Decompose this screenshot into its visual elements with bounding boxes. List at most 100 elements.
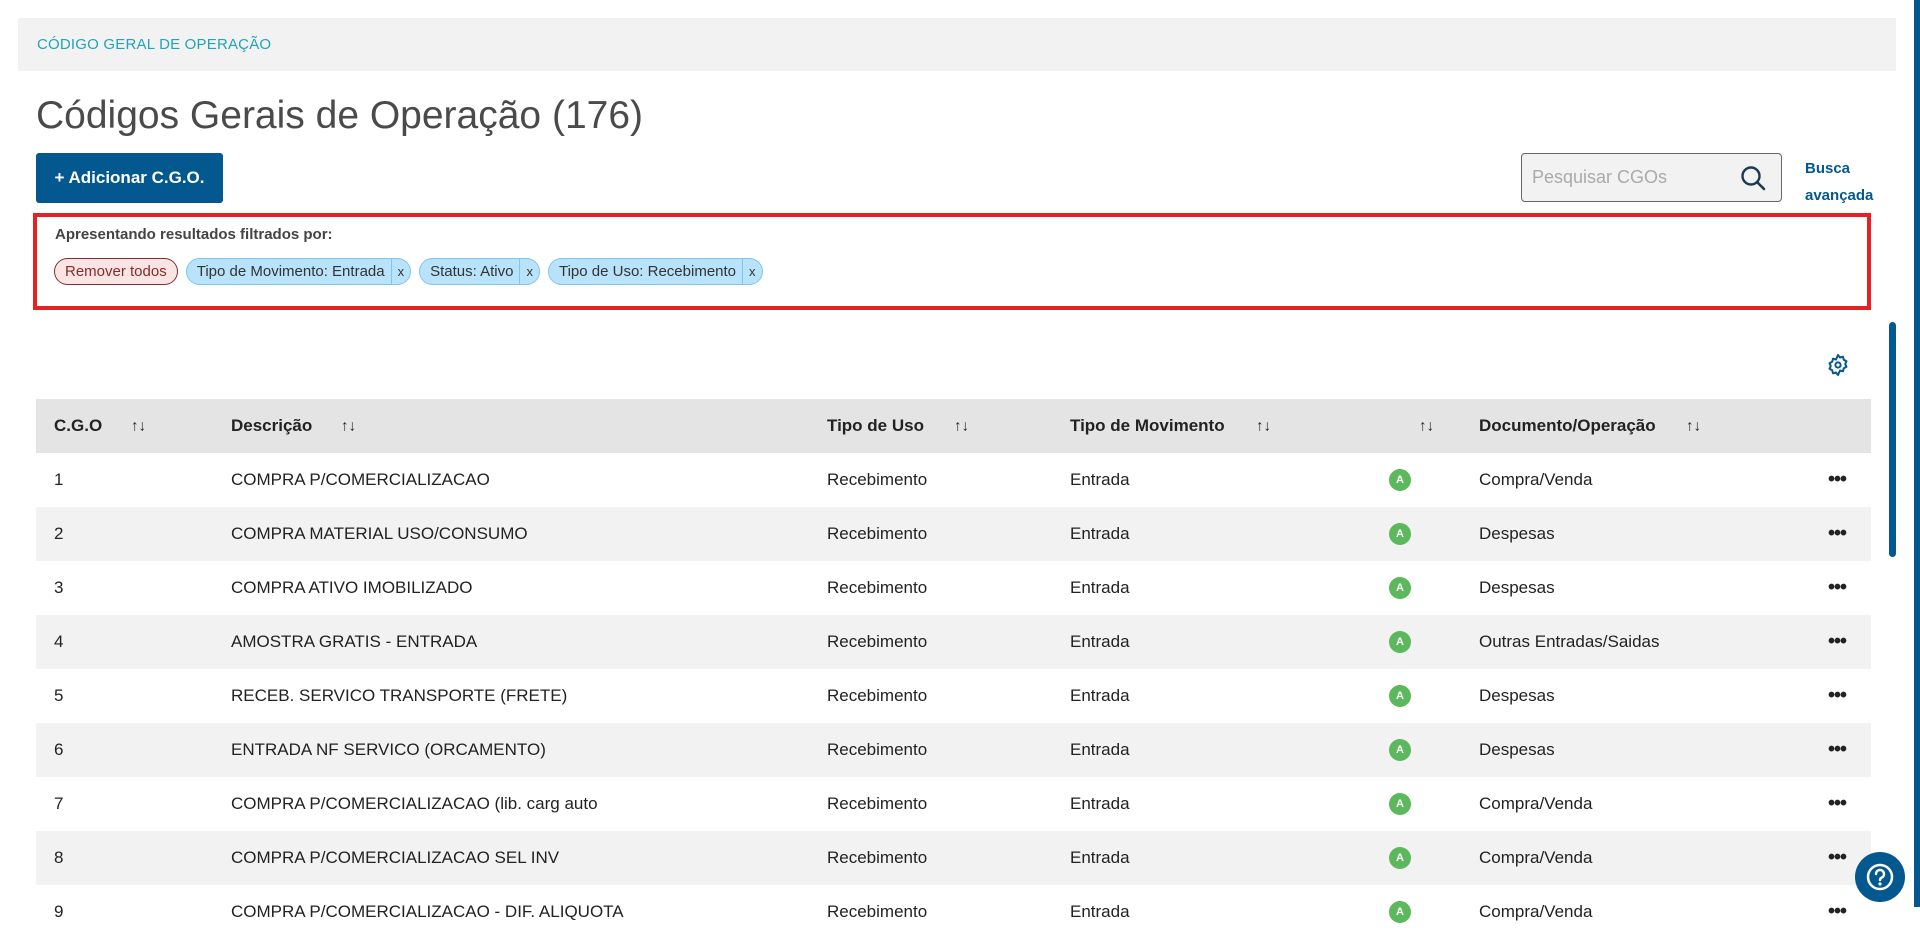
status-badge: A	[1389, 793, 1411, 815]
cell-documento-operacao: Despesas	[1479, 578, 1555, 597]
cell-cgo: 7	[54, 794, 64, 813]
col-tipo-movimento[interactable]: Tipo de Movimento	[1070, 416, 1225, 435]
col-cgo[interactable]: C.G.O	[54, 416, 103, 435]
cell-tipo-uso: Recebimento	[827, 902, 928, 921]
search-icon[interactable]	[1739, 164, 1767, 192]
cell-cgo: 4	[54, 632, 64, 651]
cell-documento-operacao: Compra/Venda	[1479, 848, 1593, 867]
sort-icon-status[interactable]: ↑↓	[1419, 417, 1434, 435]
status-badge: A	[1389, 685, 1411, 707]
more-options-icon[interactable]: •••	[1828, 738, 1847, 761]
table-row[interactable]: 9 COMPRA P/COMERCIALIZACAO - DIF. ALIQUOT…	[36, 885, 1871, 939]
table-row[interactable]: 6 ENTRADA NF SERVICO (ORCAMENTO) Recebimen…	[36, 723, 1871, 777]
more-options-icon[interactable]: •••	[1828, 630, 1847, 653]
more-options-icon[interactable]: •••	[1828, 900, 1847, 923]
cell-tipo-movimento: Entrada	[1070, 686, 1130, 705]
cell-cgo: 1	[54, 470, 64, 489]
filter-chip-tipo-movimento: Tipo de Movimento: Entrada x	[185, 258, 412, 285]
cell-tipo-uso: Recebimento	[827, 848, 928, 867]
breadcrumb[interactable]: CÓDIGO GERAL DE OPERAÇÃO	[37, 36, 272, 53]
cell-tipo-uso: Recebimento	[827, 578, 928, 597]
cell-documento-operacao: Outras Entradas/Saidas	[1479, 632, 1660, 651]
more-options-icon[interactable]: •••	[1828, 576, 1847, 599]
more-options-icon[interactable]: •••	[1828, 846, 1847, 869]
cell-documento-operacao: Despesas	[1479, 686, 1555, 705]
gear-icon[interactable]	[1826, 353, 1850, 377]
cell-descricao: COMPRA MATERIAL USO/CONSUMO	[231, 524, 528, 543]
sort-icon[interactable]: ↑↓	[1686, 417, 1701, 435]
close-icon[interactable]: x	[390, 259, 411, 284]
more-options-icon[interactable]: •••	[1828, 468, 1847, 491]
cell-tipo-uso: Recebimento	[827, 632, 928, 651]
cell-descricao: ENTRADA NF SERVICO (ORCAMENTO)	[231, 740, 546, 759]
col-documento-operacao[interactable]: Documento/Operação	[1479, 416, 1656, 435]
cell-tipo-uso: Recebimento	[827, 794, 928, 813]
sort-icon[interactable]: ↑↓	[341, 417, 356, 435]
cell-tipo-uso: Recebimento	[827, 740, 928, 759]
cgo-table: C.G.O ↑↓ Descrição ↑↓ Tipo de Uso ↑↓ Tip…	[36, 399, 1871, 939]
help-icon	[1866, 863, 1894, 891]
close-icon[interactable]: x	[742, 259, 762, 284]
cell-tipo-uso: Recebimento	[827, 686, 928, 705]
cell-tipo-movimento: Entrada	[1070, 524, 1130, 543]
cell-cgo: 8	[54, 848, 64, 867]
col-tipo-uso[interactable]: Tipo de Uso	[827, 416, 924, 435]
status-badge: A	[1389, 469, 1411, 491]
table-row[interactable]: 5 RECEB. SERVICO TRANSPORTE (FRETE) Recebi…	[36, 669, 1871, 723]
status-badge: A	[1389, 739, 1411, 761]
status-badge: A	[1389, 631, 1411, 653]
cell-descricao: COMPRA P/COMERCIALIZACAO	[231, 470, 490, 489]
cell-tipo-movimento: Entrada	[1070, 632, 1130, 651]
page-title: Códigos Gerais de Operação (176)	[36, 94, 643, 137]
filter-chip-status: Status: Ativo x	[419, 258, 540, 285]
cell-tipo-movimento: Entrada	[1070, 794, 1130, 813]
search-input[interactable]	[1532, 154, 1732, 201]
status-badge: A	[1389, 523, 1411, 545]
cell-descricao: RECEB. SERVICO TRANSPORTE (FRETE)	[231, 686, 568, 705]
cell-tipo-movimento: Entrada	[1070, 578, 1130, 597]
close-icon[interactable]: x	[519, 259, 539, 284]
filter-panel	[33, 213, 1871, 310]
cell-tipo-uso: Recebimento	[827, 524, 928, 543]
filter-label: Apresentando resultados filtrados por:	[55, 226, 333, 243]
more-options-icon[interactable]: •••	[1828, 522, 1847, 545]
more-options-icon[interactable]: •••	[1828, 684, 1847, 707]
sort-icon[interactable]: ↑↓	[1256, 417, 1271, 435]
sort-icon[interactable]: ↑↓	[954, 417, 969, 435]
filter-chips: Remover todos Tipo de Movimento: Entrada…	[54, 258, 763, 285]
breadcrumb-bar	[18, 18, 1896, 71]
col-descricao[interactable]: Descrição	[231, 416, 313, 435]
table-row[interactable]: 3 COMPRA ATIVO IMOBILIZADO Recebimento Entr…	[36, 561, 1871, 615]
cell-cgo: 5	[54, 686, 64, 705]
table-row[interactable]: 4 AMOSTRA GRATIS - ENTRADA Recebimento Entr…	[36, 615, 1871, 669]
remove-all-filters-button[interactable]: Remover todos	[54, 258, 178, 285]
cell-descricao: COMPRA P/COMERCIALIZACAO - DIF. ALIQUOTA	[231, 902, 624, 921]
cell-cgo: 6	[54, 740, 64, 759]
cell-descricao: AMOSTRA GRATIS - ENTRADA	[231, 632, 478, 651]
table-row[interactable]: 1 COMPRA P/COMERCIALIZACAO Recebimento Entr…	[36, 453, 1871, 507]
cell-cgo: 2	[54, 524, 64, 543]
advanced-search-line1: Busca	[1805, 160, 1851, 177]
chip-label: Tipo de Movimento: Entrada	[196, 263, 385, 280]
cell-descricao: COMPRA ATIVO IMOBILIZADO	[231, 578, 473, 597]
status-badge: A	[1389, 847, 1411, 869]
help-button[interactable]	[1855, 852, 1905, 902]
table-row[interactable]: 8 COMPRA P/COMERCIALIZACAO SEL INV Recebim…	[36, 831, 1871, 885]
table-row[interactable]: 7 COMPRA P/COMERCIALIZACAO (lib. carg aut…	[36, 777, 1871, 831]
cell-tipo-movimento: Entrada	[1070, 848, 1130, 867]
cell-documento-operacao: Despesas	[1479, 740, 1555, 759]
chip-label: Tipo de Uso: Recebimento	[558, 263, 737, 280]
cell-descricao: COMPRA P/COMERCIALIZACAO SEL INV	[231, 848, 560, 867]
more-options-icon[interactable]: •••	[1828, 792, 1847, 815]
cell-documento-operacao: Compra/Venda	[1479, 794, 1593, 813]
sort-icon[interactable]: ↑↓	[131, 417, 146, 435]
filter-chip-tipo-uso: Tipo de Uso: Recebimento x	[547, 258, 763, 285]
add-cgo-button[interactable]: + Adicionar C.G.O.	[36, 153, 223, 203]
cell-documento-operacao: Compra/Venda	[1479, 902, 1593, 921]
table-row[interactable]: 2 COMPRA MATERIAL USO/CONSUMO Recebimento E…	[36, 507, 1871, 561]
cell-documento-operacao: Despesas	[1479, 524, 1555, 543]
advanced-search-link[interactable]: Busca avançada	[1805, 155, 1873, 209]
scrollbar-thumb[interactable]	[1889, 322, 1896, 557]
status-badge: A	[1389, 577, 1411, 599]
cell-documento-operacao: Compra/Venda	[1479, 470, 1593, 489]
